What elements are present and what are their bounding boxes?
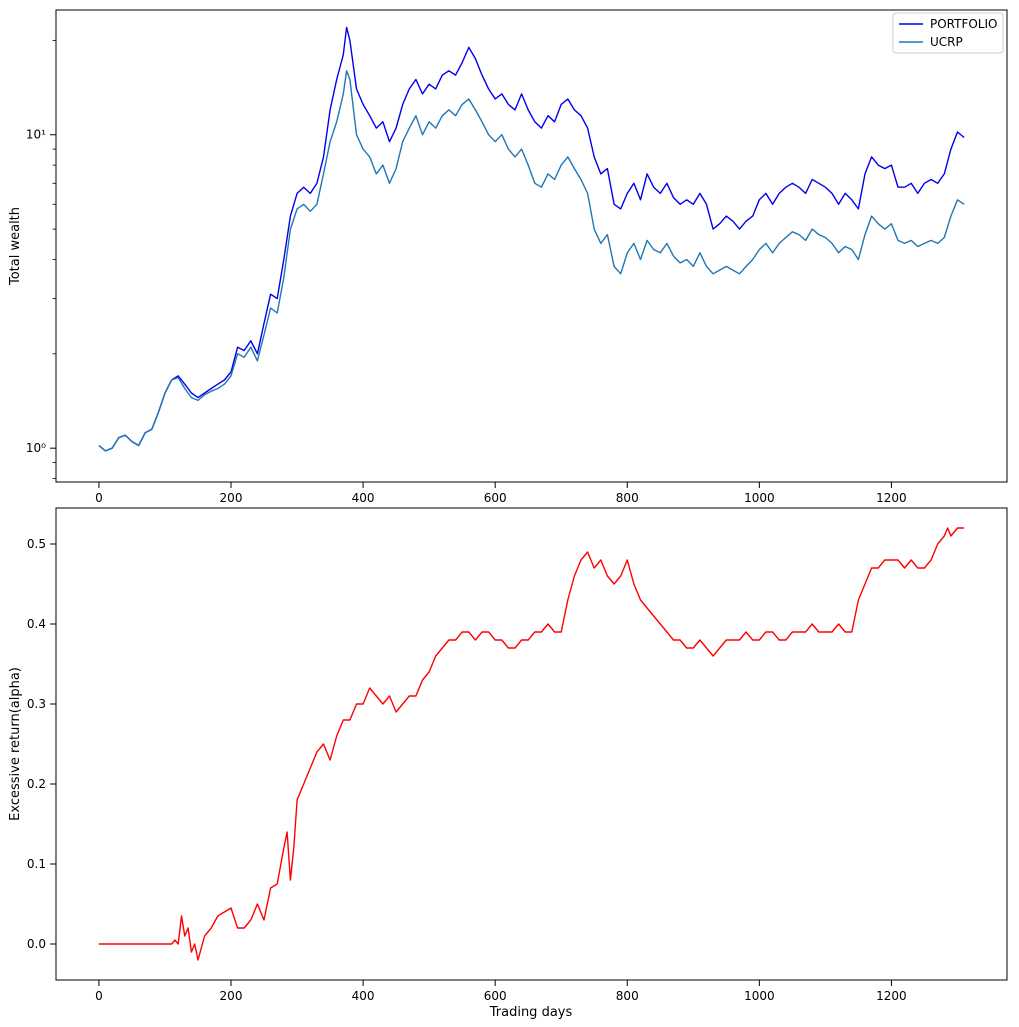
alpha-y-ticks: 0.0 0.1 0.2 0.3 0.4 0.5 [27,537,56,951]
wealth-y-axis-label: Total wealth [8,207,23,286]
alpha-x-axis-label: Trading days [489,1005,573,1020]
alpha-x-tick-label: 600 [484,989,507,1003]
alpha-y-tick-label: 0.0 [27,937,46,951]
wealth-x-tick-label: 400 [352,491,375,505]
wealth-y-ticks: 10⁰ 10¹ [26,39,56,479]
alpha-y-axis-label: Excessive return(alpha) [8,667,23,821]
wealth-chart: 0 200 400 600 800 1000 1200 10⁰ 10¹ Total wealt… [8,9,1008,505]
wealth-x-tick-label: 600 [484,491,507,505]
legend-box [892,12,1004,54]
legend: PORTFOLIO UCRP [892,12,1004,54]
alpha-x-tick-label: 800 [616,989,639,1003]
alpha-x-tick-label: 200 [220,989,243,1003]
wealth-x-tick-label: 800 [616,491,639,505]
wealth-x-tick-label: 1000 [744,491,775,505]
legend-ucrp-label: UCRP [930,35,963,49]
wealth-x-ticks: 0 200 400 600 800 1000 1200 [95,482,907,505]
alpha-plot-frame [55,507,1008,981]
alpha-y-tick-label: 0.3 [27,697,46,711]
wealth-plot-frame [55,9,1008,483]
wealth-series-portfolio [98,26,965,452]
wealth-x-tick-label: 0 [95,491,103,505]
alpha-series-line-0 [98,527,965,961]
alpha-y-tick-label: 0.5 [27,537,46,551]
wealth-y-tick-label: 10¹ [26,128,46,142]
alpha-x-tick-label: 0 [95,989,103,1003]
alpha-x-ticks: 0 200 400 600 800 1000 1200 [95,980,907,1003]
wealth-series-lines [98,26,965,452]
alpha-y-tick-label: 0.1 [27,857,46,871]
alpha-x-tick-label: 1000 [744,989,775,1003]
wealth-y-tick-label: 10⁰ [26,441,46,455]
alpha-series-lines [98,527,965,961]
legend-portfolio-label: PORTFOLIO [930,17,998,31]
alpha-x-tick-label: 1200 [876,989,907,1003]
alpha-y-tick-label: 0.2 [27,777,46,791]
alpha-y-tick-label: 0.4 [27,617,46,631]
alpha-x-tick-label: 400 [352,989,375,1003]
wealth-x-tick-label: 1200 [876,491,907,505]
alpha-chart: 0 200 400 600 800 1000 1200 0.0 0.1 0.2 0.3 0.4 0.5… [8,507,1008,1020]
wealth-x-tick-label: 200 [220,491,243,505]
wealth-series-ucrp [98,70,965,452]
